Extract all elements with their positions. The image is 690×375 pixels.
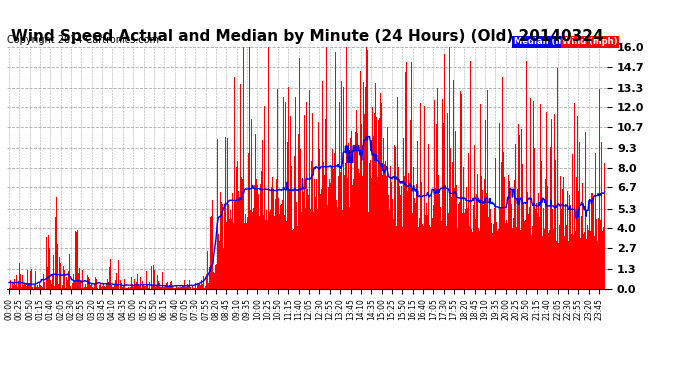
Text: Median (mph): Median (mph): [514, 38, 580, 46]
Title: Wind Speed Actual and Median by Minute (24 Hours) (Old) 20140324: Wind Speed Actual and Median by Minute (…: [11, 29, 603, 44]
Text: Copyright 2014 Cartronics.com: Copyright 2014 Cartronics.com: [7, 35, 159, 45]
Text: Wind (mph): Wind (mph): [562, 38, 618, 46]
